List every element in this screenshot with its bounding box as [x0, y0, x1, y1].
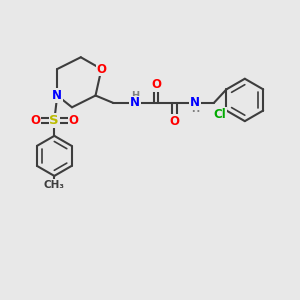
Text: H: H [131, 92, 139, 101]
Text: O: O [151, 78, 161, 91]
Text: O: O [169, 115, 179, 128]
Text: O: O [96, 62, 106, 76]
Text: O: O [68, 114, 78, 127]
Text: S: S [50, 114, 59, 127]
Text: O: O [30, 114, 40, 127]
Text: N: N [52, 89, 62, 102]
Text: N: N [190, 96, 200, 110]
Text: N: N [130, 96, 140, 110]
Text: Cl: Cl [213, 108, 226, 121]
Text: H: H [191, 104, 199, 114]
Text: CH₃: CH₃ [44, 180, 65, 190]
